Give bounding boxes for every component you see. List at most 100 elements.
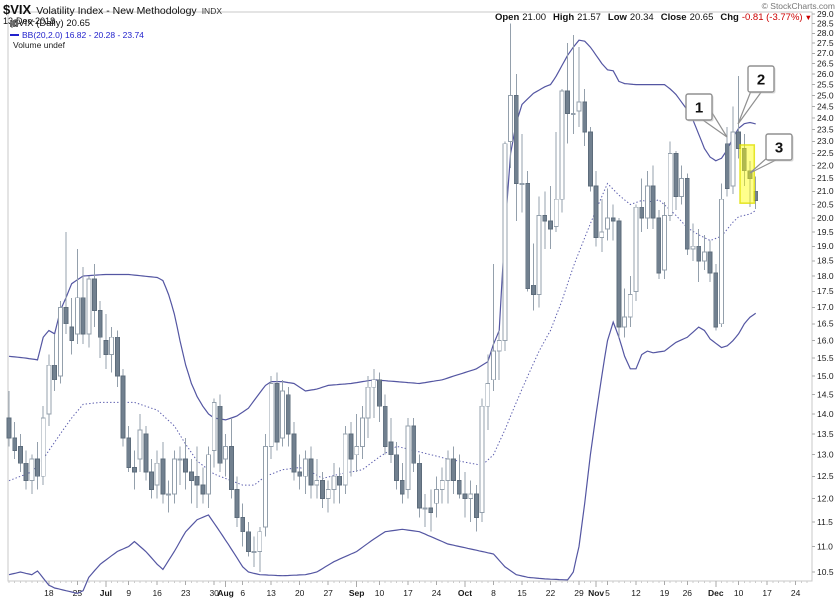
candlestick <box>730 131 736 187</box>
candlestick <box>80 297 86 335</box>
candlestick <box>280 390 286 439</box>
volume-legend-label[interactable]: Volume undef <box>13 40 65 50</box>
bb-middle-line <box>8 182 756 486</box>
candlestick <box>593 185 599 239</box>
x-axis-label: 24 <box>791 588 801 598</box>
candlestick <box>707 251 713 274</box>
candlestick <box>456 480 462 495</box>
bb-line-icon <box>10 33 19 36</box>
x-axis-label: 5 <box>605 588 610 598</box>
y-axis-label: 18.0 <box>817 271 834 281</box>
candlestick <box>160 458 166 495</box>
y-axis-label: 12.0 <box>817 493 834 503</box>
callout-2-box <box>747 65 775 93</box>
candlestick <box>502 143 508 342</box>
callout-2-pointer <box>737 90 764 125</box>
y-axis-label: 19.5 <box>817 227 834 237</box>
callout-3-number: 3 <box>775 140 783 157</box>
y-axis-label: 29.0 <box>817 9 834 19</box>
y-axis-label: 23.0 <box>817 136 834 146</box>
candlestick <box>701 251 707 262</box>
candlestick <box>399 480 405 495</box>
bb-upper-line <box>8 39 756 421</box>
candlestick <box>405 425 411 491</box>
candlestick <box>240 516 246 533</box>
y-axis-label: 13.5 <box>817 429 834 439</box>
candlestick <box>610 217 616 222</box>
candlestick <box>650 185 656 219</box>
candlestick <box>320 480 325 500</box>
callout-1-number: 1 <box>695 100 703 117</box>
ohlc-readout: Open 21.00 High 21.57 Low 20.34 Close 20.65 Chg -… <box>495 12 812 23</box>
x-axis-label: 13 <box>266 588 276 598</box>
y-axis-label: 21.5 <box>817 173 834 183</box>
exchange-label: INDX <box>201 6 222 16</box>
stockcharts-credit-link[interactable]: © StockCharts.com <box>761 1 835 11</box>
y-axis-label: 26.0 <box>817 69 834 79</box>
candlestick <box>673 152 679 198</box>
x-axis-label: 10 <box>375 588 385 598</box>
y-axis-label: 24.0 <box>817 113 834 123</box>
candlestick <box>365 386 371 419</box>
candlestick <box>377 379 382 407</box>
candlestick <box>285 394 291 435</box>
y-axis-label: 10.5 <box>817 567 834 577</box>
x-axis-label: 24 <box>432 588 442 598</box>
y-axis-label: 17.0 <box>817 302 834 312</box>
x-axis-label: 10 <box>734 588 744 598</box>
candlestick <box>177 458 183 461</box>
y-axis-label: 20.0 <box>817 213 834 223</box>
candlestick <box>536 214 542 296</box>
series-legend-label[interactable]: $VIX (Daily) 20.65 <box>13 18 91 29</box>
x-axis-label: 22 <box>546 588 556 598</box>
candlestick <box>337 475 343 486</box>
candlestick <box>35 458 40 477</box>
y-axis-label: 23.5 <box>817 124 834 134</box>
candlestick <box>713 272 719 328</box>
candlestick <box>468 493 474 500</box>
candlestick <box>194 475 200 486</box>
y-axis-label: 12.5 <box>817 471 834 481</box>
callout-1-box <box>685 93 713 121</box>
y-axis-label: 11.0 <box>817 541 833 551</box>
candlestick <box>302 458 308 477</box>
candlestick <box>719 198 724 325</box>
x-axis-label: Jul <box>100 588 112 598</box>
x-axis-label: Sep <box>349 588 365 598</box>
change-label: Chg <box>720 12 739 23</box>
bollinger-legend-label[interactable]: BB(20,2.0) 16.82 - 20.28 - 23.74 <box>22 29 144 40</box>
candlestick <box>473 493 479 518</box>
highlight-box <box>739 144 756 204</box>
candlestick <box>451 458 457 482</box>
candlestick <box>183 458 189 473</box>
candlestick <box>149 471 154 491</box>
candlestick <box>530 284 536 296</box>
high-value: 21.57 <box>577 12 601 23</box>
y-axis-label: 25.5 <box>817 79 834 89</box>
low-label: Low <box>607 12 627 23</box>
candlestick <box>154 462 160 486</box>
candlestick <box>217 405 223 464</box>
x-axis-label: Nov <box>588 588 604 598</box>
x-axis-label: 8 <box>491 588 496 598</box>
candlestick <box>69 326 75 342</box>
y-axis-label: 24.5 <box>817 101 834 111</box>
candlestick <box>325 489 331 500</box>
candlestick <box>741 148 747 172</box>
candlestick <box>29 458 35 482</box>
candlestick <box>171 458 177 495</box>
candlestick <box>52 364 58 381</box>
candlestick <box>559 90 565 200</box>
candlestick <box>166 493 172 496</box>
candlestick <box>394 454 400 482</box>
instrument-name: Volatility Index - New Methodology <box>36 5 197 17</box>
candlestick <box>211 401 217 451</box>
candlestick <box>63 306 69 325</box>
candlestick <box>605 217 610 230</box>
candlestick <box>371 379 377 388</box>
candlestick <box>656 217 662 274</box>
candlestick <box>434 489 439 504</box>
candlestick <box>6 417 12 439</box>
candlestick <box>422 507 428 510</box>
